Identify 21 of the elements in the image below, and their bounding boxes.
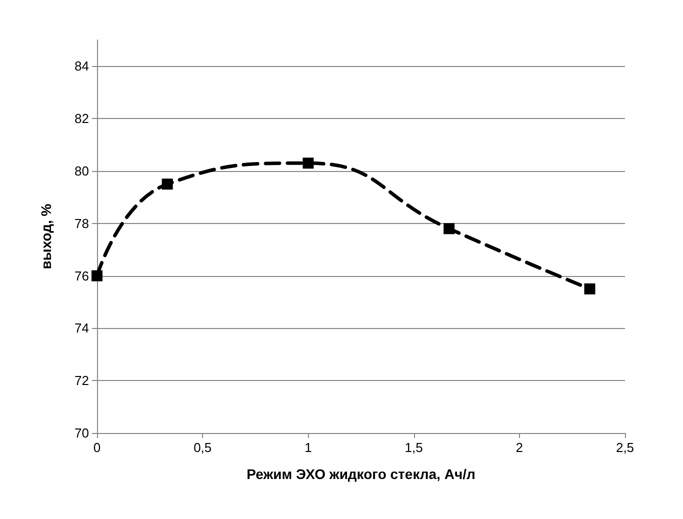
y-tick-label: 72 (74, 373, 89, 388)
y-tick-label: 76 (74, 268, 89, 284)
x-tick-label: 0,5 (194, 440, 212, 455)
y-tick-label: 82 (74, 111, 89, 126)
y-tick-label: 74 (74, 320, 89, 336)
x-tick-label: 2,5 (616, 440, 634, 455)
x-tick-label: 2 (516, 440, 524, 455)
point (584, 283, 596, 294)
x-tick-label: 0 (93, 440, 101, 455)
point (302, 158, 314, 169)
x-tick-label: 1,5 (404, 440, 423, 455)
y-tick-label: 70 (74, 426, 89, 440)
x-axis-title: Режим ЭХО жидкого стекла, Ач/л (246, 466, 476, 482)
x-tick-label: 1 (304, 440, 312, 455)
point (444, 223, 455, 234)
y-tick-label: 84 (74, 58, 89, 74)
point (92, 270, 102, 282)
y-tick-label: 80 (74, 164, 89, 178)
point (162, 178, 173, 190)
y-tick-label: 78 (74, 216, 89, 231)
y-axis-title: выход, % (38, 203, 54, 270)
